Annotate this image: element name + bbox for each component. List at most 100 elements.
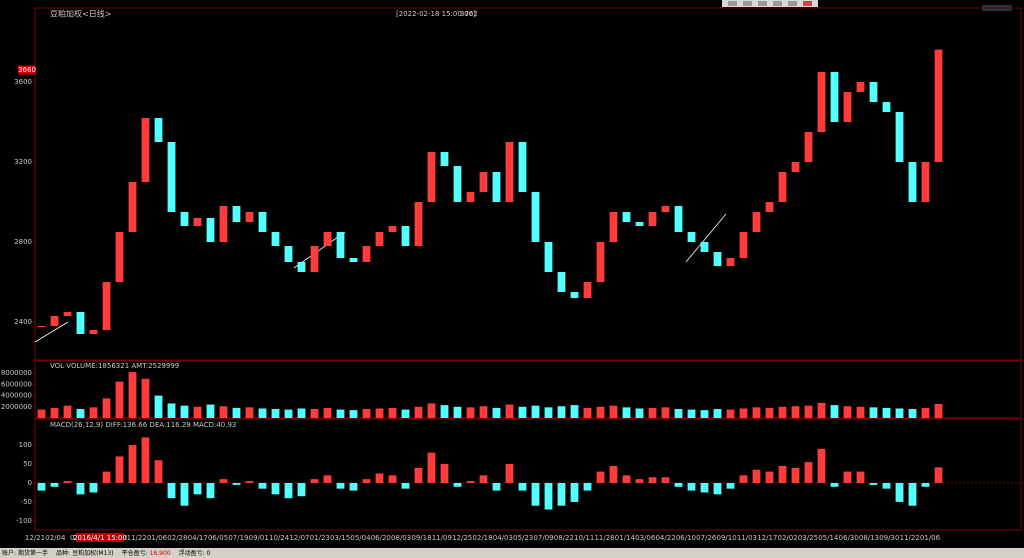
candle: [778, 172, 787, 202]
macd-bar: [414, 467, 423, 483]
tool-button[interactable]: [743, 1, 752, 6]
macd-bar: [583, 482, 592, 491]
macd-bar: [635, 479, 644, 483]
volume-bar: [661, 407, 670, 418]
macd-bar: [63, 481, 72, 483]
y-tick-label: 2400: [14, 318, 32, 326]
tool-button[interactable]: [788, 1, 797, 6]
x-tick-label: 09/30: [879, 534, 899, 542]
x-tick-label: 07/19: [228, 534, 248, 542]
volume-bar: [518, 406, 527, 418]
x-tick-label: 04/22: [655, 534, 675, 542]
x-tick-label: 11/09: [432, 534, 452, 542]
tool-button[interactable]: [758, 1, 767, 6]
macd-bar: [908, 482, 917, 506]
macd-bar: [258, 482, 267, 489]
candle: [141, 118, 150, 182]
volume-bar: [700, 410, 709, 418]
y-tick-label: -100: [16, 517, 32, 525]
candle: [895, 112, 904, 162]
candle: [427, 152, 436, 202]
status-text: 品种:: [56, 549, 70, 557]
macd-bar: [804, 462, 813, 483]
candle: [323, 232, 332, 246]
macd-legend: MACD(26,12,9) DIFF:136.66 DEA:116.29 MAC…: [50, 421, 236, 429]
volume-bar: [258, 408, 267, 418]
volume-bar: [544, 407, 553, 418]
volume-bar: [804, 405, 813, 418]
x-tick-label: 07/26: [696, 534, 717, 542]
volume-bar: [50, 407, 59, 418]
macd-bar: [531, 482, 540, 506]
volume-bar: [154, 395, 163, 418]
macd-bar: [557, 482, 566, 506]
status-text: 期货第一手: [18, 549, 48, 557]
candle: [492, 172, 501, 202]
candle: [362, 246, 371, 262]
macd-bar: [50, 482, 59, 487]
y-tick-label: 100: [19, 441, 32, 449]
macd-bar: [921, 482, 930, 487]
cursor-label: 2016/4/1 15:00: [73, 534, 127, 542]
volume-bar: [791, 406, 800, 418]
last-price: 3762: [460, 10, 478, 18]
volume-bar: [63, 405, 72, 418]
macd-bar: [115, 456, 124, 483]
chart-title: 豆粕加权<日线>: [50, 9, 111, 19]
macd-bar: [466, 481, 475, 483]
x-tick-label: 08/13: [859, 534, 879, 542]
candle: [310, 246, 319, 272]
volume-bar: [505, 404, 514, 418]
volume-bar: [375, 408, 384, 418]
status-text: 平仓盈亏:: [122, 549, 148, 557]
x-tick-label: 05/14: [818, 534, 839, 542]
candle: [219, 206, 228, 242]
volume-bar: [713, 409, 722, 418]
candle: [583, 282, 592, 298]
volume-bar: [856, 406, 865, 418]
y-tick-label: 2800: [14, 238, 32, 246]
volume-bar: [232, 407, 241, 418]
macd-bar: [791, 467, 800, 483]
candle: [349, 258, 358, 262]
volume-bar: [401, 409, 410, 418]
candle: [89, 330, 98, 334]
trend-line: [685, 213, 727, 263]
volume-bar: [167, 403, 176, 418]
macd-bar: [219, 479, 228, 483]
x-tick-label: 02/04: [45, 534, 66, 542]
volume-bar: [388, 407, 397, 418]
macd-bar: [336, 482, 345, 489]
volume-bar: [557, 406, 566, 418]
candle: [258, 212, 267, 232]
candle: [596, 242, 605, 282]
candle: [674, 206, 683, 232]
macd-bar: [518, 482, 527, 491]
macd-bar: [453, 482, 462, 487]
macd-bar: [232, 482, 241, 485]
tool-button[interactable]: [803, 1, 812, 6]
candle: [934, 49, 943, 162]
candle: [154, 118, 163, 142]
volume-bar: [453, 406, 462, 418]
candle: [869, 82, 878, 102]
macd-bar: [765, 471, 774, 483]
candle: [297, 262, 306, 272]
candle: [700, 242, 709, 252]
candle: [115, 232, 124, 282]
y-tick-label: 3200: [14, 158, 32, 166]
y-tick-label: 2000000: [1, 403, 32, 411]
volume-bar: [895, 408, 904, 418]
candle: [37, 326, 46, 327]
x-tick-label: 12/21: [25, 534, 45, 542]
volume-bar: [141, 378, 150, 418]
volume-bar: [76, 409, 85, 418]
tool-button[interactable]: [773, 1, 782, 6]
macd-bar: [596, 471, 605, 483]
macd-bar: [427, 452, 436, 483]
macd-bar: [713, 482, 722, 495]
macd-bar: [843, 471, 852, 483]
tool-button[interactable]: [728, 1, 737, 6]
status-bar: [0, 548, 1024, 558]
